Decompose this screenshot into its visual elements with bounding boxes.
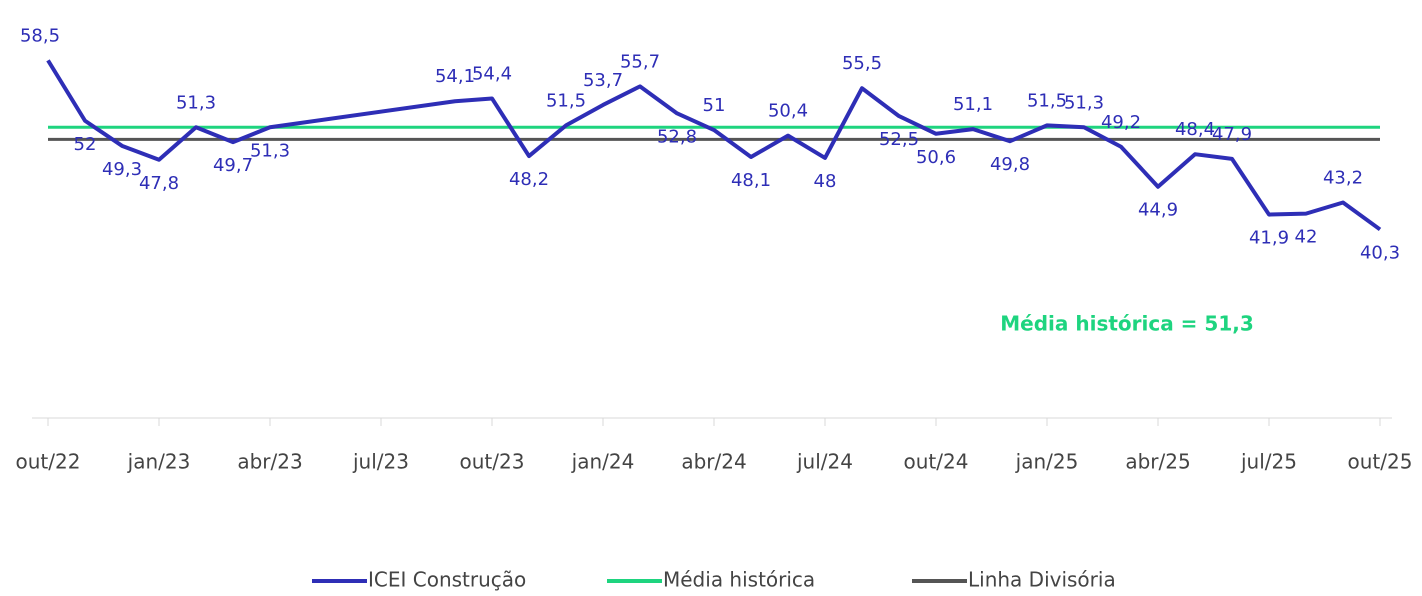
data-label: 55,7	[620, 51, 660, 72]
data-label: 51,3	[250, 140, 290, 161]
data-label: 47,9	[1212, 124, 1252, 145]
data-label: 58,5	[20, 25, 60, 46]
x-tick-label: out/22	[16, 450, 81, 474]
x-tick-label: abr/25	[1125, 450, 1190, 474]
data-label: 40,3	[1360, 242, 1400, 263]
data-label: 49,7	[213, 155, 253, 176]
x-tick-label: jan/25	[1015, 450, 1079, 474]
data-label: 49,3	[102, 159, 142, 180]
data-label: 43,2	[1323, 167, 1363, 188]
data-label: 42	[1295, 227, 1318, 248]
x-tick-label: out/23	[460, 450, 525, 474]
data-label: 51	[703, 95, 726, 116]
data-label: 51,5	[1027, 90, 1067, 111]
x-tick-label: abr/24	[681, 450, 746, 474]
data-label: 55,5	[842, 53, 882, 74]
data-label: 41,9	[1249, 228, 1289, 249]
data-label: 50,6	[916, 147, 956, 168]
data-label: 50,4	[768, 101, 808, 122]
x-tick-label: abr/23	[237, 450, 302, 474]
data-label: 48	[814, 171, 837, 192]
data-label: 49,8	[990, 154, 1030, 175]
data-label: 51,5	[546, 90, 586, 111]
data-label: 48,2	[509, 169, 549, 190]
data-label: 53,7	[583, 70, 623, 91]
x-tick-label: jul/23	[352, 450, 409, 474]
data-label: 48,4	[1175, 119, 1215, 140]
data-label: 54,1	[435, 66, 475, 87]
legend-label: ICEI Construção	[368, 568, 526, 592]
data-label: 48,1	[731, 170, 771, 191]
x-tick-label: jan/24	[571, 450, 635, 474]
data-label: 52,8	[657, 126, 697, 147]
data-label: 52,5	[879, 129, 919, 150]
annotation: Média histórica = 51,3	[1000, 312, 1254, 336]
data-label: 51,3	[1064, 92, 1104, 113]
x-tick-label: jul/25	[1240, 450, 1297, 474]
legend-label: Linha Divisória	[968, 568, 1116, 592]
x-tick-label: jul/24	[796, 450, 853, 474]
x-tick-label: jan/23	[127, 450, 191, 474]
data-label: 54,4	[472, 63, 512, 84]
x-tick-label: out/25	[1348, 450, 1413, 474]
data-label: 52	[74, 134, 97, 155]
data-label: 51,3	[176, 92, 216, 113]
data-label: 44,9	[1138, 200, 1178, 221]
data-line	[46, 59, 1382, 232]
data-label: 51,1	[953, 94, 993, 115]
legend-label: Média histórica	[663, 568, 815, 592]
data-label: 47,8	[139, 173, 179, 194]
data-label: 49,2	[1101, 112, 1141, 133]
x-tick-label: out/24	[904, 450, 969, 474]
